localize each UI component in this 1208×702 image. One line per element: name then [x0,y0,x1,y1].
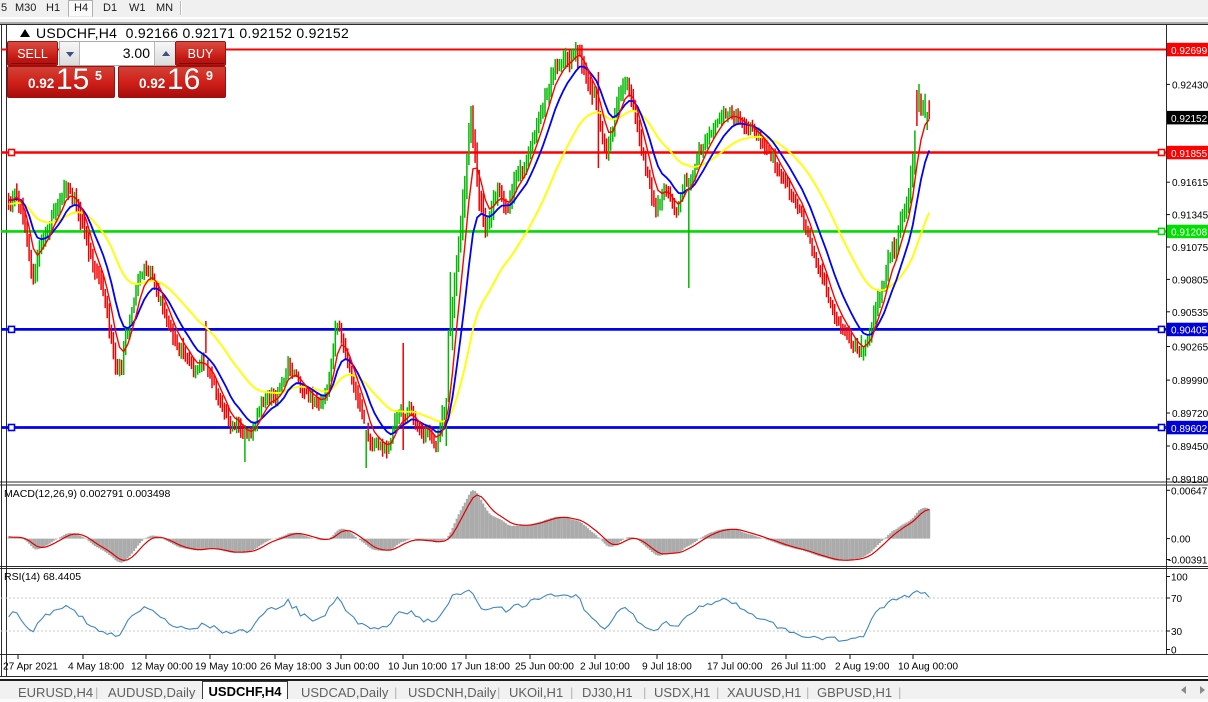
svg-text:10 Jun 10:00: 10 Jun 10:00 [388,662,447,673]
svg-text:26 Jul 11:00: 26 Jul 11:00 [771,662,826,673]
svg-text:2 Aug 19:00: 2 Aug 19:00 [835,662,890,673]
svg-text:19 May 10:00: 19 May 10:00 [195,662,257,673]
svg-text:0.90265: 0.90265 [1172,343,1208,354]
svg-text:0.90805: 0.90805 [1172,275,1208,286]
svg-text:0.91345: 0.91345 [1172,211,1208,222]
svg-text:27 Apr 2021: 27 Apr 2021 [3,662,58,673]
svg-text:0.92152: 0.92152 [1171,114,1208,125]
svg-text:0.90405: 0.90405 [1171,326,1208,337]
svg-text:3 Jun 00:00: 3 Jun 00:00 [326,662,380,673]
svg-text:0.91855: 0.91855 [1171,149,1208,160]
svg-text:0.00: 0.00 [1171,535,1191,546]
svg-text:100: 100 [1171,573,1188,584]
svg-text:2 Jul 10:00: 2 Jul 10:00 [580,662,630,673]
svg-text:4 May 18:00: 4 May 18:00 [68,662,124,673]
svg-text:9 Jul 18:00: 9 Jul 18:00 [642,662,692,673]
svg-text:0.92699: 0.92699 [1171,46,1208,57]
svg-text:0.89180: 0.89180 [1172,475,1208,486]
svg-text:0.91208: 0.91208 [1171,228,1208,239]
svg-text:17 Jun 18:00: 17 Jun 18:00 [451,662,510,673]
svg-text:0.92430: 0.92430 [1172,80,1208,91]
svg-text:17 Jul 00:00: 17 Jul 00:00 [707,662,763,673]
svg-text:70: 70 [1171,594,1183,605]
svg-text:10 Aug 00:00: 10 Aug 00:00 [898,662,958,673]
svg-text:12 May 00:00: 12 May 00:00 [131,662,193,673]
svg-text:0.89602: 0.89602 [1171,424,1208,435]
svg-text:0.90535: 0.90535 [1172,308,1208,319]
svg-text:0.89990: 0.89990 [1172,376,1208,387]
svg-text:0.89450: 0.89450 [1172,442,1208,453]
svg-text:0.91075: 0.91075 [1172,243,1208,254]
svg-text:0.89720: 0.89720 [1172,409,1208,420]
svg-text:26 May 18:00: 26 May 18:00 [260,662,322,673]
svg-text:0: 0 [1171,646,1177,657]
svg-text:-0.003916: -0.003916 [1168,556,1208,567]
svg-text:0.91615: 0.91615 [1172,178,1208,189]
svg-text:25 Jun 00:00: 25 Jun 00:00 [515,662,574,673]
svg-text:30: 30 [1171,627,1183,638]
svg-text:0.00647: 0.00647 [1171,486,1208,497]
